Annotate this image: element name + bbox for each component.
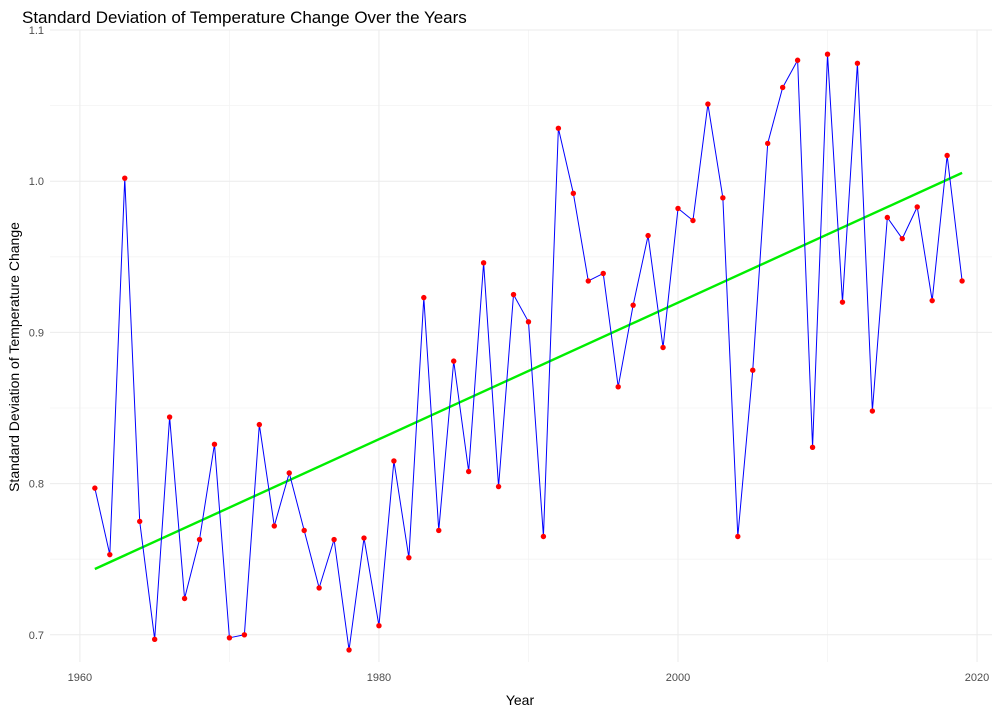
data-point: [346, 647, 352, 653]
data-point: [122, 175, 128, 181]
data-point: [301, 527, 307, 534]
data-point: [869, 408, 876, 414]
data-point: [779, 84, 786, 91]
data-point: [750, 367, 756, 373]
data-point: [630, 302, 636, 308]
data-point: [555, 125, 562, 131]
data-point: [495, 483, 502, 490]
data-point: [241, 632, 248, 638]
y-tick-label: 0.9: [29, 327, 44, 339]
data-point: [899, 235, 905, 242]
data-point: [720, 195, 726, 201]
y-axis-ticks: 0.7 0.8 0.9 1.0 1.1: [29, 25, 44, 642]
data-point: [406, 554, 412, 561]
data-point: [226, 635, 233, 641]
data-point: [675, 205, 681, 212]
data-point: [705, 101, 711, 107]
data-point: [181, 595, 188, 602]
data-point: [166, 414, 173, 420]
chart-title: Standard Deviation of Temperature Change…: [22, 8, 467, 27]
data-point: [735, 533, 741, 540]
data-point: [211, 441, 218, 447]
data-point: [854, 60, 861, 66]
data-point: [914, 204, 920, 210]
data-point: [645, 232, 651, 239]
trend-line-layer: [94, 171, 963, 571]
x-axis-ticks: 1960 1980 2000 2020: [68, 672, 990, 684]
data-point: [316, 585, 322, 591]
data-point: [331, 536, 337, 543]
x-tick-label: 1980: [367, 672, 391, 684]
data-point: [436, 527, 442, 534]
y-tick-label: 0.7: [29, 630, 44, 642]
data-point: [525, 319, 532, 325]
data-point: [451, 358, 457, 364]
data-point: [92, 485, 98, 491]
trend-line: [94, 171, 963, 571]
data-points-layer: [92, 51, 965, 653]
data-point: [570, 190, 577, 196]
data-point: [271, 523, 277, 529]
data-point: [256, 421, 263, 428]
data-point: [839, 299, 846, 305]
data-point: [421, 294, 427, 301]
x-tick-label: 2000: [666, 672, 690, 684]
data-point: [794, 57, 801, 63]
data-point: [824, 51, 831, 57]
data-point: [376, 623, 382, 629]
data-point: [884, 214, 891, 221]
data-point: [929, 297, 935, 304]
data-point: [660, 344, 666, 351]
data-point: [196, 536, 203, 543]
data-point: [107, 551, 113, 558]
data-point: [944, 152, 950, 159]
grid: [50, 29, 992, 662]
y-tick-label: 1.1: [29, 25, 44, 37]
x-axis-title: Year: [506, 692, 535, 708]
data-point: [286, 470, 292, 476]
y-tick-label: 0.8: [29, 479, 44, 491]
data-point: [540, 533, 547, 540]
data-point: [361, 535, 367, 541]
data-point: [510, 291, 517, 298]
y-tick-label: 1.0: [29, 176, 44, 188]
data-point: [391, 458, 397, 464]
data-point: [465, 468, 472, 475]
x-tick-label: 2020: [965, 672, 989, 684]
y-axis-title: Standard Deviation of Temperature Change: [6, 222, 22, 492]
data-point: [480, 260, 487, 266]
data-point: [959, 278, 965, 284]
data-point: [585, 278, 591, 284]
data-point: [615, 384, 621, 390]
data-point: [600, 270, 606, 277]
data-point: [765, 140, 771, 147]
x-tick-label: 1960: [68, 672, 92, 684]
data-point: [690, 217, 696, 224]
data-point: [809, 444, 816, 451]
data-point: [137, 518, 143, 525]
data-point: [151, 636, 158, 643]
